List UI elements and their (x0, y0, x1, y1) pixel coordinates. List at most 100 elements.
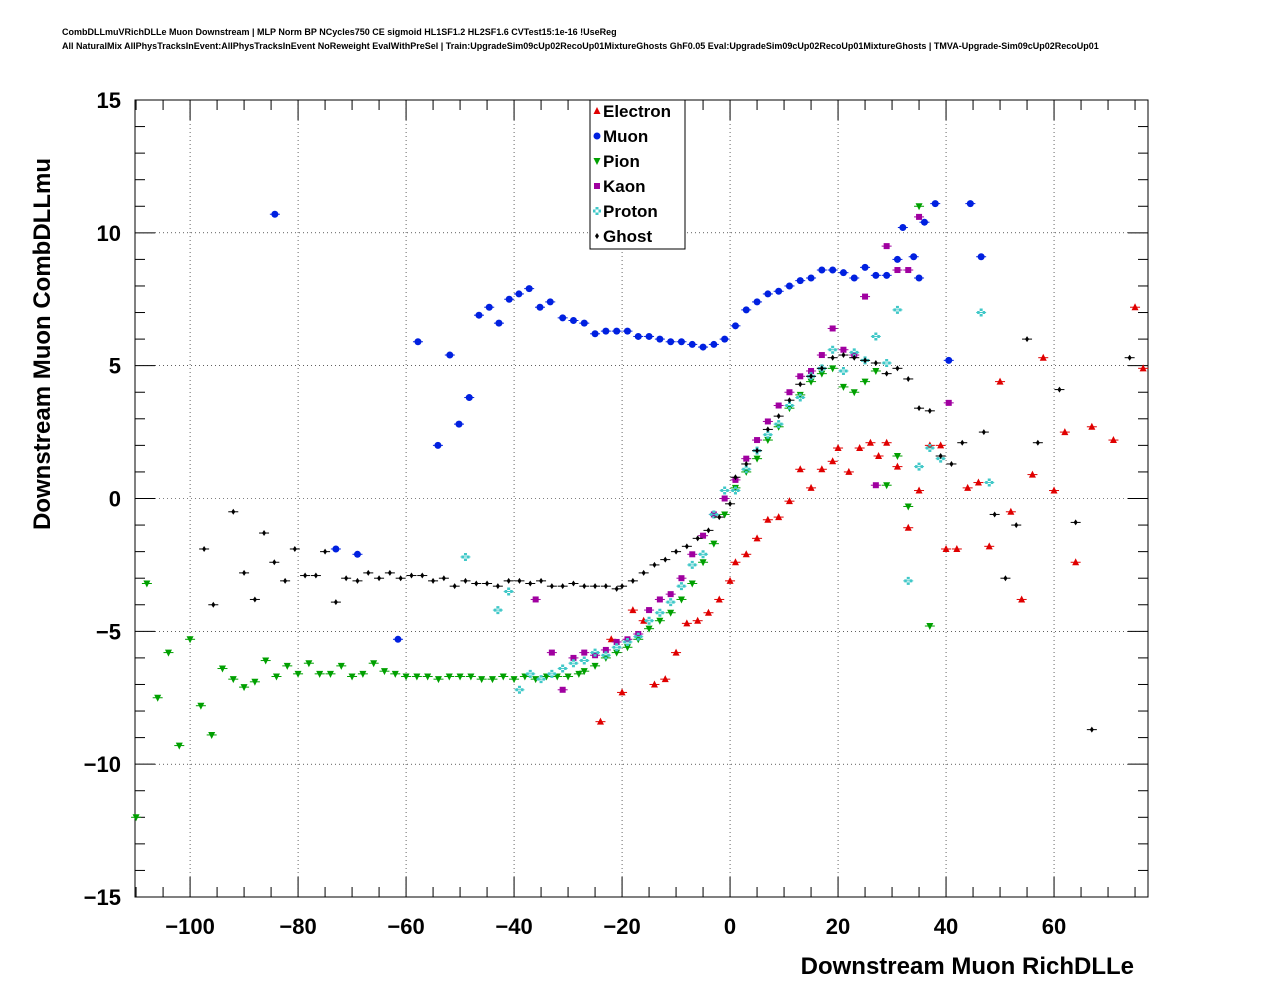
y-tick-label: −5 (96, 619, 121, 644)
data-point (776, 413, 781, 420)
data-point (613, 327, 621, 335)
data-point (591, 662, 599, 670)
data-point (532, 596, 539, 603)
data-point (1003, 575, 1008, 582)
data-point (505, 295, 513, 303)
data-point (612, 643, 621, 652)
data-point (699, 559, 707, 567)
data-point (387, 569, 392, 576)
data-point (620, 583, 625, 590)
data-point (861, 378, 869, 386)
data-point (764, 437, 772, 445)
data-point (629, 606, 637, 614)
data-point (677, 596, 685, 604)
x-tick-label: 60 (1042, 914, 1066, 939)
data-point (818, 465, 826, 473)
data-point (866, 438, 874, 446)
data-point (645, 625, 653, 633)
data-point (894, 267, 901, 274)
data-point (445, 673, 453, 681)
data-point (765, 426, 770, 433)
data-point (283, 577, 288, 584)
data-point (495, 583, 500, 590)
data-point (463, 577, 468, 584)
data-point (326, 670, 334, 678)
data-point (717, 514, 722, 521)
data-point (413, 673, 421, 681)
data-point (744, 460, 749, 467)
data-point (370, 660, 378, 668)
data-point (506, 577, 511, 584)
data-point (893, 255, 901, 263)
data-point (614, 585, 619, 592)
data-point (1089, 726, 1094, 733)
data-point (252, 596, 257, 603)
data-point (683, 619, 691, 627)
x-tick-label: −40 (495, 914, 532, 939)
data-point (655, 608, 664, 617)
data-point (883, 271, 891, 279)
data-point (593, 107, 601, 114)
data-point (650, 680, 658, 688)
data-point (785, 497, 793, 505)
data-point (915, 486, 923, 494)
data-point (1014, 522, 1019, 529)
data-point (937, 441, 945, 449)
data-point (754, 437, 761, 444)
data-point (593, 583, 598, 590)
data-point (1050, 486, 1058, 494)
data-point (630, 577, 635, 584)
data-point (893, 462, 901, 470)
x-tick-label: −20 (603, 914, 640, 939)
data-point (829, 325, 836, 332)
data-point (414, 338, 422, 346)
data-point (431, 577, 436, 584)
data-point (926, 623, 934, 631)
data-point (593, 207, 601, 215)
data-point (344, 575, 349, 582)
data-point (580, 319, 588, 327)
data-point (580, 668, 588, 676)
data-point (677, 582, 686, 591)
data-point (872, 367, 880, 375)
data-point (861, 263, 869, 271)
data-point (721, 511, 729, 519)
data-point (977, 308, 986, 317)
x-tick-label: −60 (387, 914, 424, 939)
data-point (742, 550, 750, 558)
data-point (733, 474, 738, 481)
data-point (942, 544, 950, 552)
series-muon (269, 200, 987, 643)
data-point (504, 587, 513, 596)
data-point (873, 360, 878, 367)
data-point (787, 397, 792, 404)
y-tick-label: 15 (97, 88, 121, 113)
data-point (798, 381, 803, 388)
data-point (753, 455, 761, 463)
y-tick-label: −10 (84, 752, 121, 777)
data-point (905, 267, 912, 274)
data-point (526, 669, 535, 678)
legend-entry-muon: Muon (603, 127, 648, 146)
data-point (1039, 353, 1047, 361)
data-point (871, 332, 880, 341)
data-point (1057, 386, 1062, 393)
data-point (391, 670, 399, 678)
legend-box (589, 99, 686, 250)
data-point (1131, 303, 1139, 311)
data-point (829, 457, 837, 465)
data-point (569, 659, 578, 668)
data-point (488, 676, 496, 684)
data-point (1028, 470, 1036, 478)
data-point (581, 649, 588, 656)
data-point (580, 656, 589, 665)
x-axis-label: Downstream Muon RichDLLe (801, 953, 1134, 980)
data-point (594, 183, 600, 189)
data-point (1035, 439, 1040, 446)
series-ghost (199, 336, 1135, 733)
data-point (906, 375, 911, 382)
data-point (875, 451, 883, 459)
data-point (666, 598, 675, 607)
data-point (560, 583, 565, 590)
